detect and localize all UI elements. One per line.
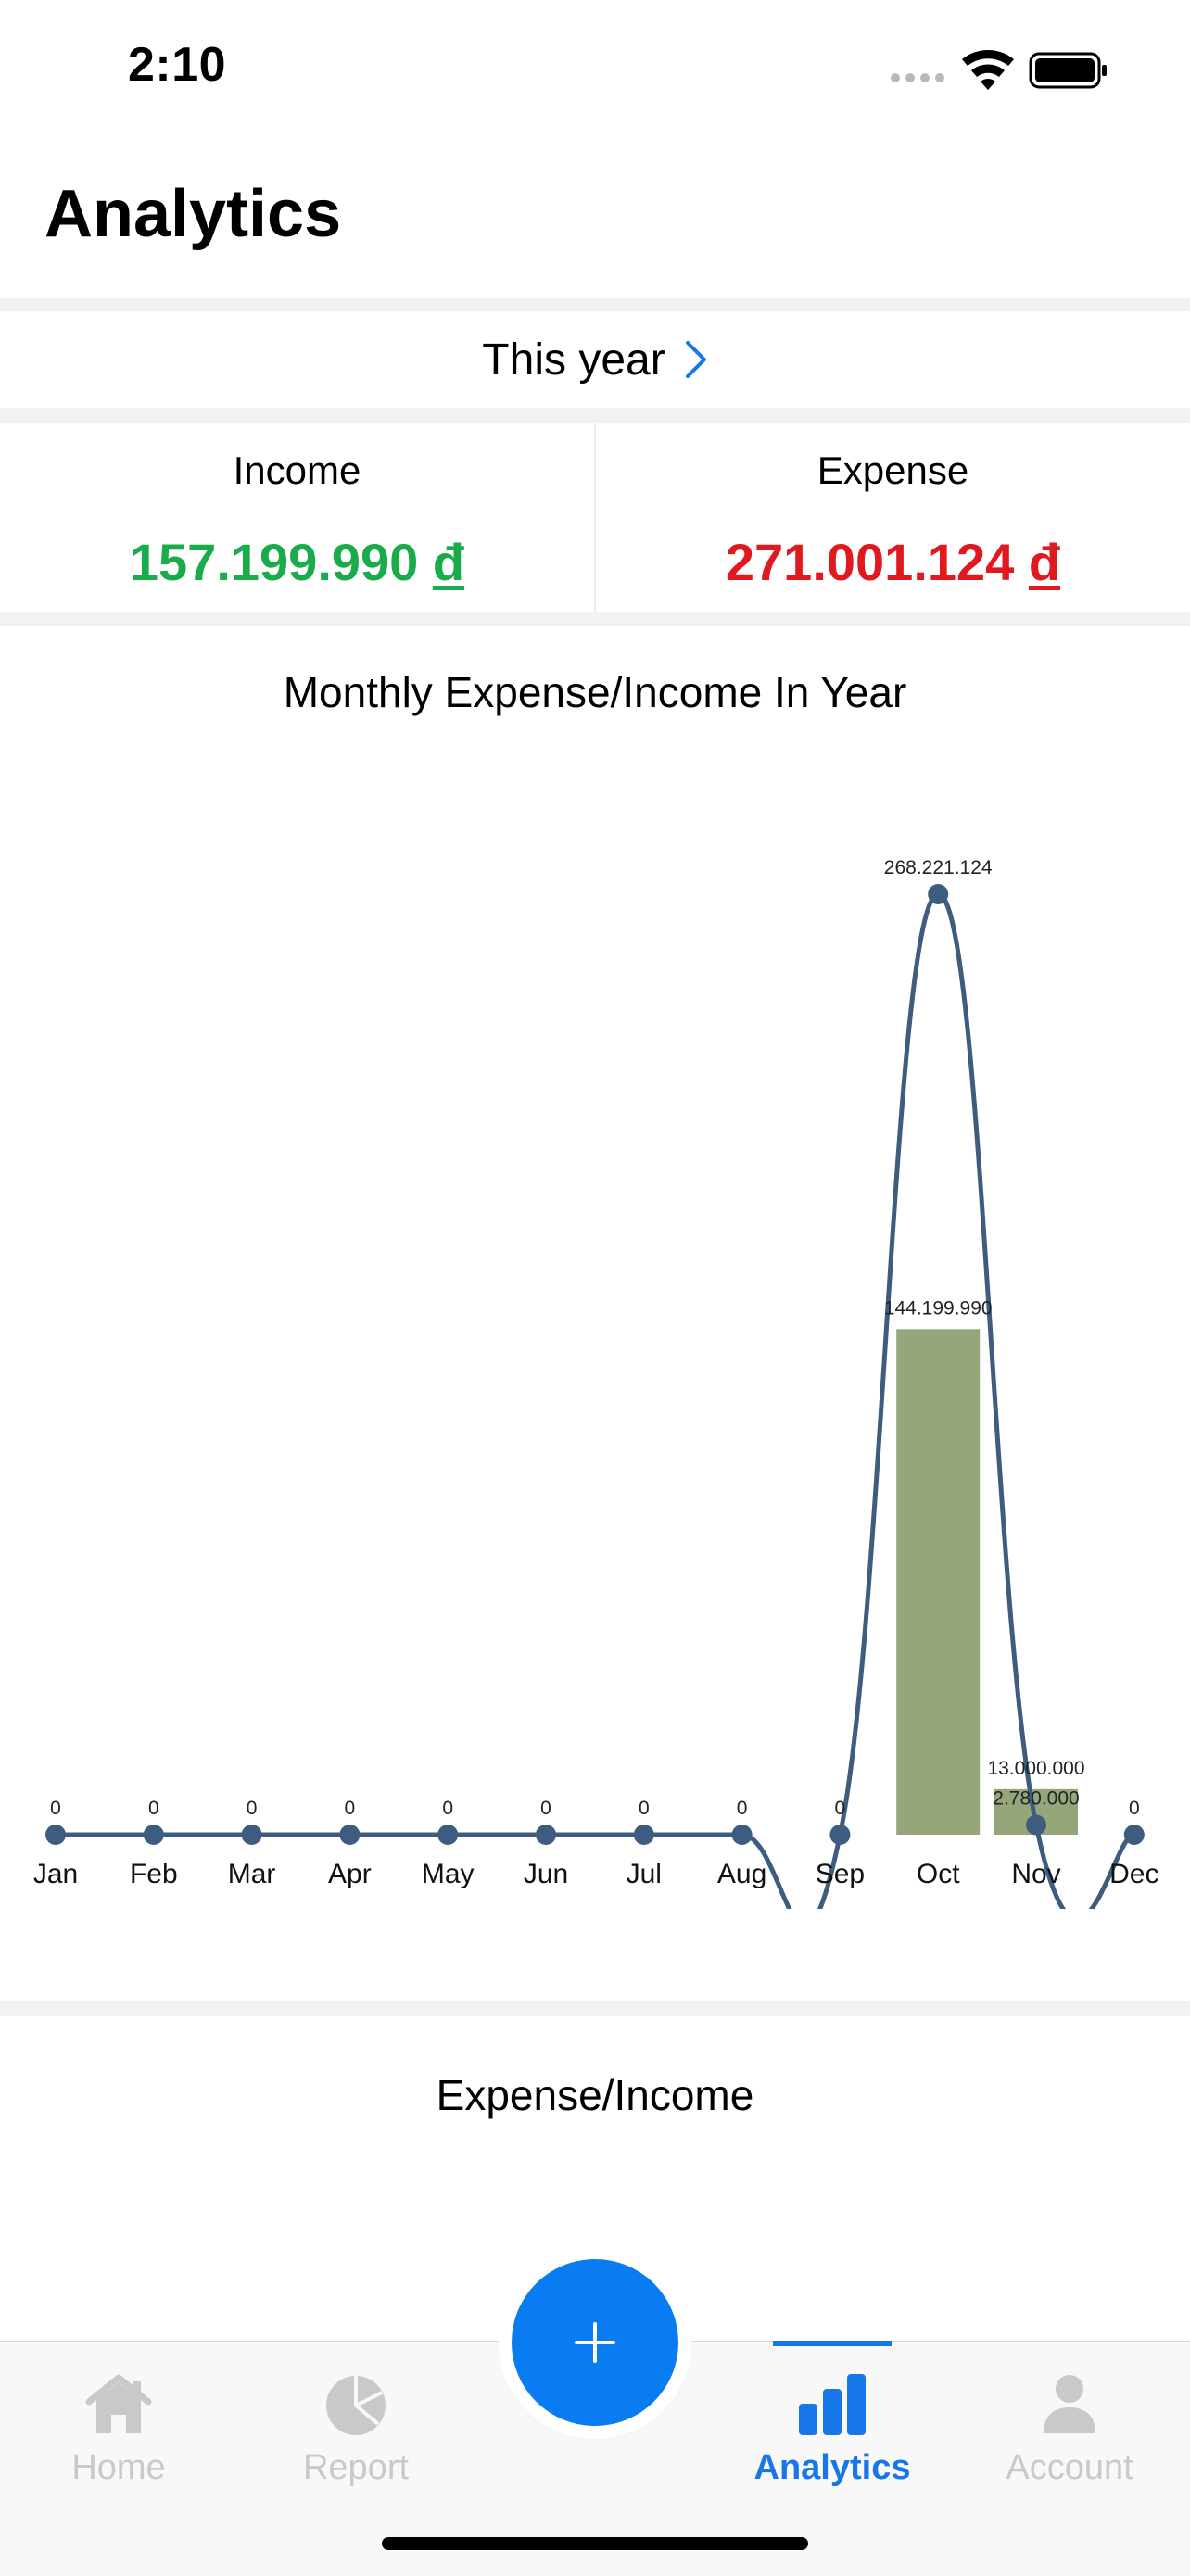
tab-label: Analytics bbox=[753, 2448, 911, 2487]
x-tick-aug: Aug bbox=[717, 1859, 766, 1889]
income-summary: Income 157.199.990 đ bbox=[0, 423, 594, 612]
line-point-nov bbox=[1026, 1814, 1046, 1836]
section-divider bbox=[0, 408, 1190, 423]
wifi-icon bbox=[962, 49, 1014, 90]
x-tick-nov: Nov bbox=[1011, 1859, 1060, 1889]
pie-chart-icon bbox=[326, 2376, 386, 2435]
x-tick-may: May bbox=[422, 1859, 475, 1889]
line-point-sep bbox=[829, 1825, 851, 1845]
line-point-mar bbox=[241, 1825, 262, 1845]
line-point-oct bbox=[928, 884, 949, 904]
line-label-oct: 268.221.124 bbox=[884, 857, 993, 878]
section-divider bbox=[0, 2001, 1190, 2016]
battery-icon bbox=[1029, 52, 1107, 89]
line-label-jul: 0 bbox=[639, 1798, 650, 1819]
person-icon bbox=[1044, 2375, 1095, 2433]
monthly-chart-title: Monthly Expense/Income In Year bbox=[283, 668, 907, 716]
income-amount: 157.199.990 đ bbox=[0, 532, 594, 592]
expense-label: Expense bbox=[817, 448, 969, 492]
line-point-may bbox=[437, 1825, 459, 1845]
tab-home[interactable]: Home bbox=[0, 2370, 237, 2509]
line-label-jun: 0 bbox=[540, 1798, 551, 1819]
line-label-sep: 0 bbox=[835, 1798, 846, 1819]
tab-label: Home bbox=[71, 2448, 166, 2487]
chevron-right-icon bbox=[685, 341, 706, 378]
line-point-jul bbox=[633, 1825, 654, 1845]
home-icon bbox=[85, 2374, 152, 2433]
expense-line bbox=[56, 891, 1135, 1909]
line-point-apr bbox=[339, 1825, 361, 1845]
line-label-apr: 0 bbox=[345, 1798, 356, 1819]
line-label-mar: 0 bbox=[247, 1798, 258, 1819]
income-value: 157.199.990 bbox=[129, 533, 419, 591]
summary-panel: Income 157.199.990 đ Expense 271.001.124… bbox=[0, 423, 1190, 612]
x-tick-sep: Sep bbox=[816, 1859, 865, 1889]
expense-income-title: Expense/Income bbox=[436, 2071, 754, 2119]
bar-chart-icon bbox=[799, 2374, 866, 2435]
tab-label: Account bbox=[1006, 2448, 1133, 2487]
line-point-aug bbox=[731, 1825, 753, 1845]
expense-amount: 271.001.124 đ bbox=[596, 532, 1190, 592]
x-tick-oct: Oct bbox=[917, 1859, 960, 1889]
x-tick-jan: Jan bbox=[33, 1859, 78, 1889]
line-label-may: 0 bbox=[442, 1798, 453, 1819]
x-tick-jul: Jul bbox=[627, 1859, 662, 1889]
section-divider bbox=[0, 298, 1190, 311]
line-label-jan: 0 bbox=[50, 1798, 61, 1819]
status-icons bbox=[891, 49, 1107, 90]
status-time: 2:10 bbox=[128, 38, 227, 92]
home-indicator bbox=[382, 2537, 808, 2550]
income-label: Income bbox=[233, 448, 361, 492]
line-point-jan bbox=[45, 1825, 66, 1845]
line-label-aug: 0 bbox=[737, 1798, 748, 1819]
add-transaction-button[interactable] bbox=[512, 2259, 678, 2426]
section-divider bbox=[0, 612, 1190, 626]
tab-analytics[interactable]: Analytics bbox=[714, 2370, 951, 2509]
plus-icon bbox=[575, 2322, 615, 2363]
line-label-feb: 0 bbox=[148, 1798, 159, 1819]
line-label-nov: 2.780.000 bbox=[993, 1787, 1079, 1809]
income-currency: đ bbox=[432, 533, 465, 591]
tab-report[interactable]: Report bbox=[237, 2370, 475, 2509]
line-point-dec bbox=[1123, 1825, 1145, 1845]
period-label: This year bbox=[482, 335, 665, 385]
active-tab-indicator bbox=[773, 2341, 892, 2346]
x-tick-mar: Mar bbox=[228, 1859, 276, 1889]
x-tick-dec: Dec bbox=[1109, 1859, 1158, 1889]
line-point-jun bbox=[536, 1825, 556, 1845]
expense-currency: đ bbox=[1028, 533, 1061, 591]
tab-label: Report bbox=[302, 2448, 410, 2487]
bar-oct bbox=[896, 1329, 981, 1835]
expense-summary: Expense 271.001.124 đ bbox=[594, 423, 1190, 612]
line-point-feb bbox=[143, 1825, 164, 1845]
x-tick-apr: Apr bbox=[328, 1859, 372, 1889]
x-tick-feb: Feb bbox=[130, 1859, 178, 1889]
x-tick-jun: Jun bbox=[524, 1859, 568, 1889]
tab-account[interactable]: Account bbox=[951, 2370, 1188, 2509]
monthly-chart: 144.199.990 13.000.000 0 0 0 0 0 0 0 0 0 268.221.12… bbox=[33, 857, 1158, 1909]
period-selector[interactable]: This year bbox=[0, 311, 1190, 408]
line-label-dec: 0 bbox=[1129, 1798, 1140, 1819]
expense-value: 271.001.124 bbox=[725, 533, 1015, 591]
page-title: Analytics bbox=[44, 177, 342, 251]
status-bar: 2:10 bbox=[0, 0, 1190, 139]
signal-icon bbox=[891, 73, 944, 82]
bar-label-oct: 144.199.990 bbox=[884, 1297, 993, 1319]
bar-label-nov: 13.000.000 bbox=[987, 1758, 1084, 1779]
